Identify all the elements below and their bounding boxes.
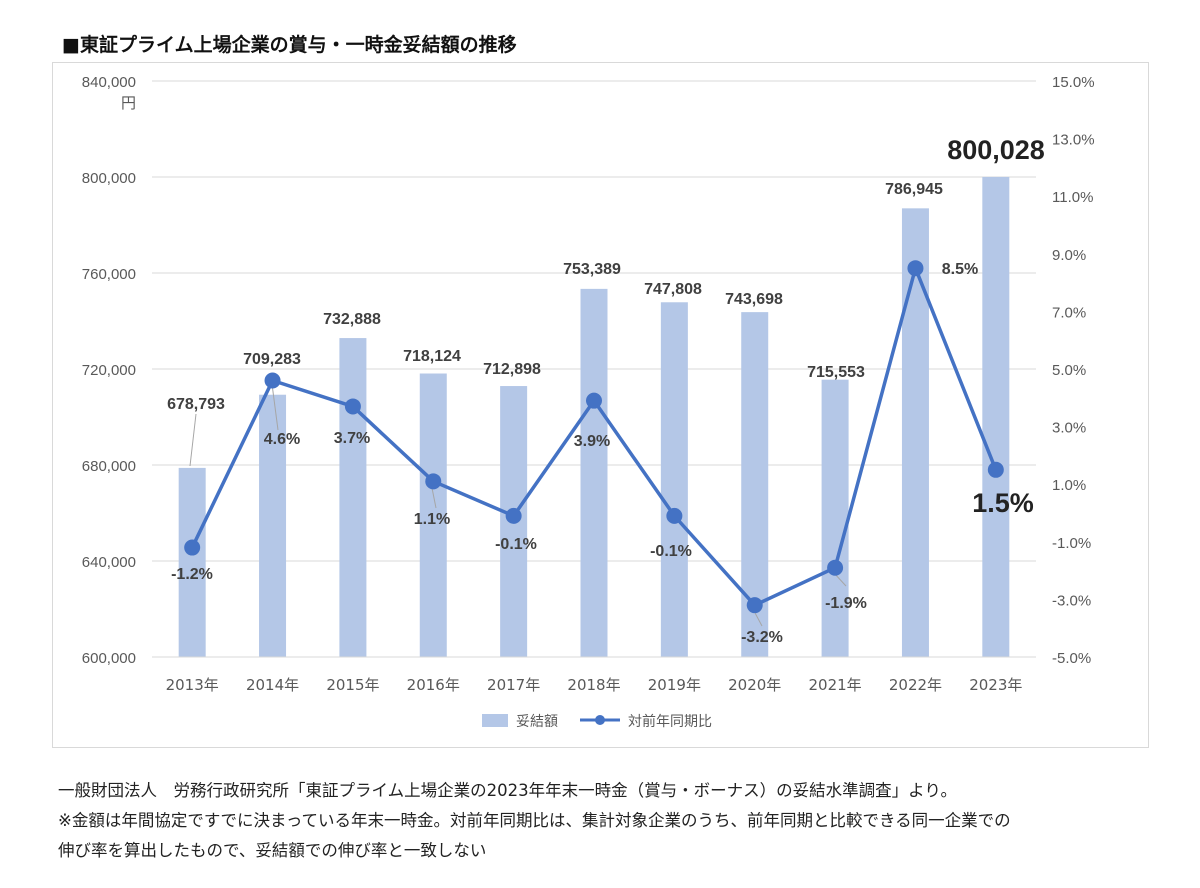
leader-lines (189, 383, 847, 627)
line-point (264, 372, 281, 389)
line-point (907, 260, 924, 277)
legend-line-marker (595, 715, 605, 725)
legend-bar-swatch (482, 714, 508, 727)
y-left-tick-label: 640,000 (82, 554, 136, 571)
line-point (987, 461, 1004, 478)
line-label: 1.1% (414, 511, 450, 528)
x-tick-label: 2020年 (728, 676, 781, 694)
y-left-unit-label: 円 (121, 94, 136, 112)
line-point (425, 473, 442, 490)
bar (982, 176, 1010, 657)
leader-line (189, 413, 197, 467)
line-label: 4.6% (264, 431, 300, 448)
y-left-tick-label: 680,000 (82, 458, 136, 475)
bar (419, 373, 447, 657)
line-label: 3.9% (574, 433, 610, 450)
bar-label: 753,389 (563, 261, 621, 278)
bar (901, 208, 929, 657)
line-label: 8.5% (942, 261, 978, 278)
bar-label-highlight: 800,028 (947, 135, 1045, 165)
bar (259, 394, 287, 657)
x-tick-label: 2021年 (808, 676, 861, 694)
y-right-tick-label: -5.0% (1052, 650, 1091, 667)
leader-line (271, 383, 279, 431)
axes: 600,000 640,000 680,000 720,000 760,000 800,0… (82, 74, 1095, 694)
leader-line (431, 487, 437, 509)
footnote-note-cont: 伸び率を算出したもので、妥結額での伸び率と一致しない (58, 841, 487, 860)
chart-title: ■東証プライム上場企業の賞与・一時金妥結額の推移 (62, 34, 517, 56)
line-label: -1.2% (171, 566, 213, 583)
y-left-tick-label: 800,000 (82, 170, 136, 187)
y-right-tick-label: -3.0% (1052, 592, 1091, 609)
line-point (666, 507, 683, 524)
y-left-tick-label: 840,000 (82, 74, 136, 91)
y-right-tick-label: 3.0% (1052, 420, 1086, 437)
bar (660, 302, 688, 657)
bar-label: 747,808 (644, 281, 702, 298)
y-left-tick-label: 760,000 (82, 266, 136, 283)
line-label: -0.1% (495, 536, 537, 553)
chart-frame (52, 62, 1149, 748)
y-left-tick-label: 720,000 (82, 362, 136, 379)
line-point (184, 539, 201, 556)
x-tick-label: 2015年 (326, 676, 379, 694)
bar-label: 732,888 (323, 311, 381, 328)
line-label: 3.7% (334, 430, 370, 447)
x-tick-label: 2016年 (407, 676, 460, 694)
bar (178, 467, 206, 657)
bar (821, 379, 849, 657)
line-point (344, 398, 361, 415)
footnote-note: ※金額は年間協定ですでに決まっている年末一時金。対前年同期比は、集計対象企業のう… (58, 811, 1011, 830)
line-point (505, 507, 522, 524)
y-right-tick-label: -1.0% (1052, 535, 1091, 552)
legend: 妥結額 対前年同期比 (482, 713, 712, 730)
x-tick-label: 2019年 (648, 676, 701, 694)
x-tick-label: 2022年 (889, 676, 942, 694)
bar-label: 786,945 (885, 181, 943, 198)
bar (339, 338, 367, 657)
y-left-tick-label: 600,000 (82, 650, 136, 667)
leader-line (753, 610, 763, 627)
bar-label: 712,898 (483, 361, 541, 378)
bar-label: 743,698 (725, 291, 783, 308)
x-tick-label: 2017年 (487, 676, 540, 694)
bar-label: 715,553 (807, 364, 865, 381)
line-label-highlight: 1.5% (972, 488, 1034, 518)
chart: 678,793 709,283 732,888 718,124 712,898 753,3… (82, 74, 1095, 730)
bar (580, 288, 608, 657)
bars (178, 176, 1010, 657)
x-tick-label: 2023年 (969, 676, 1022, 694)
line-label: -1.9% (825, 595, 867, 612)
data-labels: 678,793 709,283 732,888 718,124 712,898 753,3… (167, 135, 1045, 646)
x-tick-label: 2018年 (567, 676, 620, 694)
y-right-tick-label: 5.0% (1052, 362, 1086, 379)
line-point (746, 597, 763, 614)
y-right-tick-label: 15.0% (1052, 74, 1095, 91)
y-right-tick-label: 1.0% (1052, 477, 1086, 494)
line-label: -0.1% (650, 543, 692, 560)
bar-label: 718,124 (403, 348, 461, 365)
line-label: -3.2% (741, 629, 783, 646)
bar-label: 678,793 (167, 396, 225, 413)
y-right-tick-label: 7.0% (1052, 304, 1086, 321)
line-series (184, 260, 1004, 614)
y-right-tick-label: 13.0% (1052, 132, 1095, 149)
y-right-tick-label: 9.0% (1052, 247, 1086, 264)
line-point (827, 559, 844, 576)
x-tick-label: 2014年 (246, 676, 299, 694)
line-point (586, 392, 602, 409)
footnote-source: 一般財団法人 労務行政研究所「東証プライム上場企業の2023年年末一時金（賞与・… (58, 781, 958, 800)
x-tick-label: 2013年 (166, 676, 219, 694)
legend-bar-label: 妥結額 (516, 714, 558, 730)
bar-label: 709,283 (243, 351, 301, 368)
legend-line-label: 対前年同期比 (628, 713, 712, 730)
y-right-tick-label: 11.0% (1052, 189, 1093, 206)
